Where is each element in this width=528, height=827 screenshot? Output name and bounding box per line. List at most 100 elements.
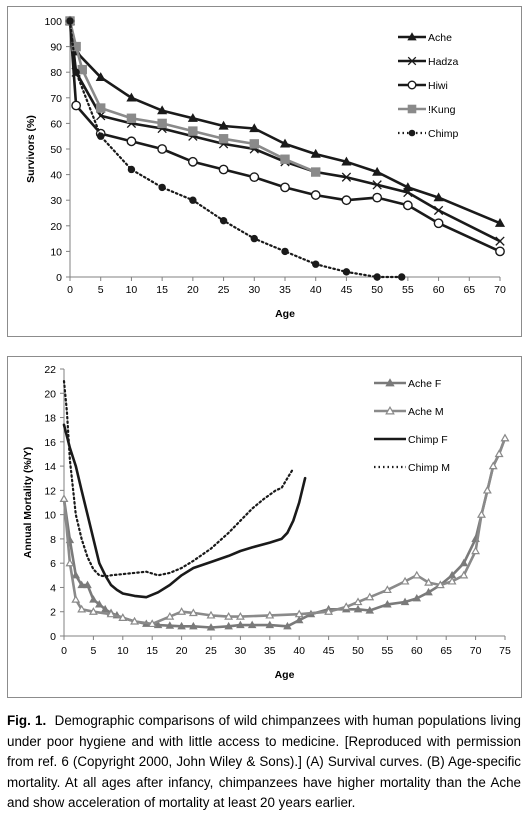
data-point-ache	[433, 192, 444, 202]
data-point-ache-m	[88, 607, 98, 615]
data-point-chimp	[250, 234, 258, 243]
data-point-hiwi	[249, 172, 260, 183]
mortality-x-tick-label: 75	[499, 645, 511, 657]
survival-x-tick-label: 10	[126, 284, 138, 296]
data-point-hadza	[403, 187, 413, 198]
series-line-chimp-m	[62, 380, 295, 578]
legend-entry-ache-m: Ache M	[374, 405, 444, 418]
legend-entry-chimp-m: Chimp M	[374, 462, 450, 474]
legend-label-chimp: Chimp	[428, 128, 459, 140]
figure-caption: Fig. 1. Demographic comparisons of wild …	[7, 711, 521, 814]
data-point-kung	[188, 126, 198, 136]
series-chimp-m	[62, 380, 295, 578]
data-point-chimp	[281, 247, 289, 256]
data-point-ache-f	[77, 580, 86, 589]
data-point-ache-f	[265, 620, 275, 629]
mortality-y-tick-label: 2	[50, 607, 56, 619]
data-point-ache	[249, 123, 260, 133]
series-line-kung	[68, 19, 318, 174]
data-point-ache-m	[118, 613, 128, 621]
data-point-chimp	[158, 183, 166, 192]
data-point-ache-f	[224, 621, 233, 630]
data-point-ache-m	[177, 607, 187, 615]
data-point-ache-f	[95, 600, 104, 608]
mortality-chart: 0 2 4 6 8 10 12 14 16 18 20 22 0 5 10 15 20 25 30 35 40 45 50 5…	[22, 364, 511, 681]
data-point-chimp	[66, 17, 74, 25]
mortality-y-tick-label: 4	[50, 582, 56, 594]
data-point-ache-m	[206, 610, 216, 619]
data-point-hiwi	[218, 164, 229, 175]
data-point-ache	[279, 138, 291, 148]
data-point-ache-m	[165, 611, 175, 620]
data-point-chimp	[127, 165, 136, 174]
data-point-hiwi	[402, 200, 413, 211]
data-point-kung	[157, 118, 167, 129]
survival-x-tick-label: 65	[463, 284, 475, 296]
data-point-ache-f	[294, 615, 304, 624]
legend-entry-chimp: Chimp	[398, 128, 459, 140]
data-point-hiwi	[495, 246, 505, 257]
mortality-x-tick-label: 55	[382, 645, 394, 657]
data-point-ache-m	[224, 611, 234, 620]
series-line-chimp-f	[62, 423, 307, 599]
mortality-x-tick-label: 45	[323, 645, 335, 657]
panel-mortality: 0 2 4 6 8 10 12 14 16 18 20 22 0 5 10 15 20 25 30 35 40 45 50 5…	[7, 356, 522, 698]
data-point-hiwi	[126, 136, 137, 147]
survival-y-axis-label: Survivors (%)	[25, 115, 37, 183]
mortality-x-tick-label: 65	[440, 645, 452, 657]
legend-marker-ache-f	[385, 378, 395, 387]
data-point-ache	[310, 148, 321, 158]
mortality-y-tick-label: 20	[44, 388, 56, 400]
data-point-hiwi	[71, 100, 82, 111]
data-point-ache-f	[189, 621, 198, 630]
data-point-ache-m	[324, 607, 334, 615]
survival-x-tick-label: 60	[433, 284, 445, 296]
survival-x-tick-label: 50	[371, 284, 383, 296]
data-point-kung	[71, 41, 81, 52]
data-point-hadza	[96, 111, 106, 121]
survival-x-tick-label: 45	[341, 284, 353, 296]
data-point-chimp	[373, 273, 381, 281]
survival-x-tick-label: 55	[402, 284, 414, 296]
mortality-y-tick-label: 0	[50, 631, 56, 643]
survival-y-tick-label: 70	[50, 93, 62, 105]
mortality-x-tick-label: 25	[205, 645, 217, 657]
mortality-x-tick-label: 40	[293, 645, 305, 657]
mortality-y-tick-label: 8	[50, 534, 56, 546]
data-point-ache-m	[488, 461, 498, 470]
data-point-ache-m	[471, 546, 481, 555]
data-point-ache-m	[71, 594, 81, 603]
survival-x-tick-label: 5	[98, 284, 104, 296]
legend-label-ache-f: Ache F	[408, 378, 441, 390]
mortality-y-tick-label: 6	[50, 558, 56, 570]
data-point-ache	[126, 92, 137, 102]
data-point-ache-f	[247, 620, 257, 629]
data-point-hadza	[495, 236, 505, 246]
mortality-x-tick-label: 0	[61, 645, 67, 657]
data-point-ache-m	[294, 609, 304, 618]
data-point-ache-m	[265, 610, 275, 619]
data-point-ache-f	[424, 587, 433, 596]
panel-survival: 0 10 20 30 40 50 60 70 80 90 100 0 5 10 15 20 25 30 35 40 45…	[7, 6, 522, 337]
data-point-ache-m	[188, 608, 198, 617]
data-point-hadza	[341, 172, 352, 182]
mortality-x-tick-label: 10	[117, 645, 129, 657]
data-point-ache-m	[482, 485, 492, 494]
survival-x-tick-label: 40	[310, 284, 322, 296]
data-point-ache	[95, 72, 106, 81]
series-chimp-f	[62, 423, 307, 599]
legend-marker-hadza	[407, 56, 417, 66]
mortality-x-tick-label: 30	[235, 645, 247, 657]
data-point-kung	[311, 167, 321, 177]
data-point-ache-f	[177, 621, 186, 630]
data-point-ache	[187, 113, 198, 122]
legend-label-chimp-f: Chimp F	[408, 434, 448, 446]
survival-x-tick-label: 0	[67, 284, 73, 296]
legend-entry-hiwi: Hiwi	[398, 80, 448, 92]
data-point-ache-f	[365, 606, 375, 614]
data-point-chimp	[219, 216, 228, 225]
data-point-ache-m	[147, 619, 157, 628]
data-point-ache-m	[500, 433, 510, 442]
legend-entry-chimp-f: Chimp F	[374, 434, 448, 446]
data-point-hadza	[433, 205, 444, 216]
